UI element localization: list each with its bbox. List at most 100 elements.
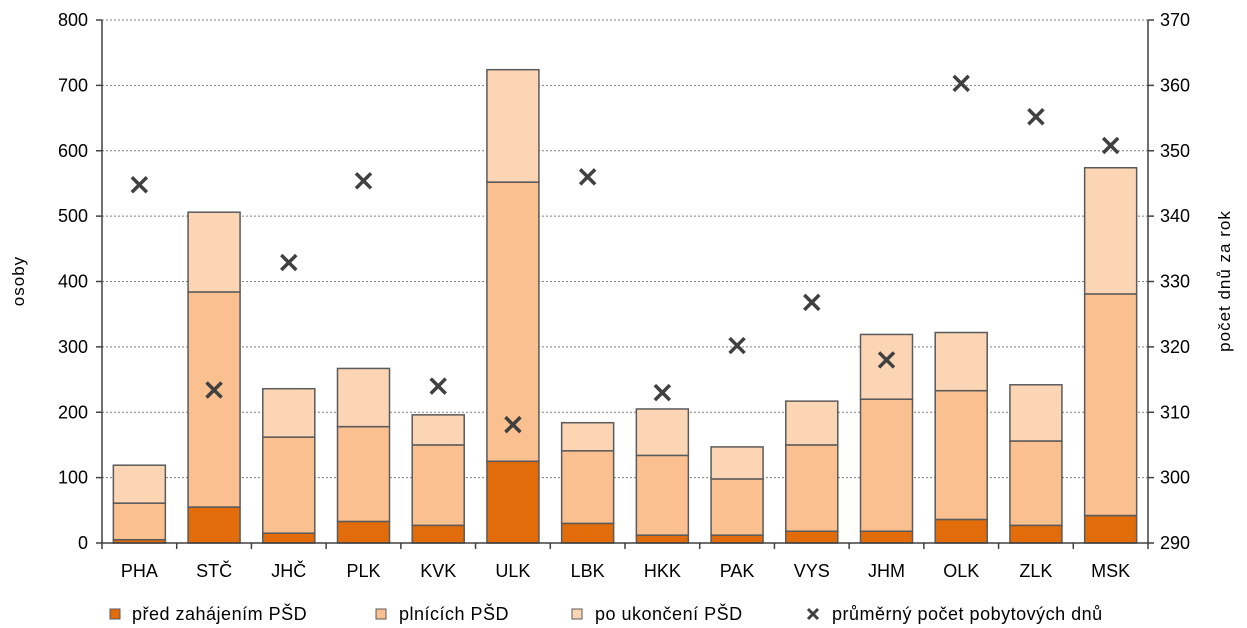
x-tick-label: KVK <box>420 561 456 581</box>
bar-before-pshd <box>710 534 764 544</box>
bar-during-pshd <box>411 444 465 527</box>
avg-days-marker <box>504 415 522 434</box>
legend-swatch-before <box>109 608 121 620</box>
avg-days-marker <box>952 74 970 93</box>
avg-days-marker <box>578 168 597 186</box>
x-tick-label: ULK <box>495 561 530 581</box>
bar-during-pshd <box>934 389 988 521</box>
y-axis-title: osoby <box>9 256 28 306</box>
x-tick-label: PHA <box>121 561 158 581</box>
x-tick-label: ZLK <box>1019 561 1052 581</box>
y2-tick-label: 310 <box>1160 402 1190 422</box>
bar-during-pshd <box>635 454 690 536</box>
y-tick-label: 800 <box>58 10 88 30</box>
marker-stroke <box>1101 136 1120 155</box>
avg-days-marker <box>877 351 896 369</box>
x-tick-label: VYS <box>794 561 830 581</box>
bar-before-pshd <box>411 524 465 544</box>
bar-before-pshd <box>262 532 316 544</box>
avg-days-marker <box>354 172 373 190</box>
bar-during-pshd <box>710 478 764 536</box>
avg-days-marker <box>803 293 821 312</box>
bar-before-pshd <box>336 520 391 544</box>
bar-during-pshd <box>112 502 167 541</box>
marker-stroke <box>354 172 373 190</box>
x-tick-label: HKK <box>644 561 681 581</box>
bar-before-pshd <box>187 506 241 544</box>
x-tick-label: PLK <box>346 561 380 581</box>
bar-after-pshd <box>486 68 540 183</box>
marker-stroke <box>803 293 821 312</box>
legend-label-after: po ukončení PŠD <box>595 603 743 624</box>
legend-label-before: před zahájením PŠD <box>132 603 307 624</box>
bar-during-pshd <box>560 450 615 525</box>
legend-label-avg-days: průměrný počet pobytových dnů <box>832 604 1103 624</box>
bar-before-pshd <box>934 518 988 544</box>
y2-axis-title: počet dnů za rok <box>1215 210 1234 352</box>
x-tick-label: MSK <box>1091 561 1130 581</box>
x-tick-label: JHČ <box>271 560 306 581</box>
x-tick-label: LBK <box>571 561 605 581</box>
bar-before-pshd <box>1083 514 1138 544</box>
bar-after-pshd <box>859 333 914 400</box>
y-tick-label: 500 <box>58 206 88 226</box>
y2-tick-label: 300 <box>1160 468 1190 488</box>
y2-tick-labels: 290 300 310 320 330 340 350 360 370 <box>1160 10 1190 553</box>
avg-days-marker <box>653 383 672 402</box>
bar-after-pshd <box>336 367 391 428</box>
x-tick-label: STČ <box>196 560 232 581</box>
avg-days-marker <box>728 336 746 355</box>
bar-after-pshd <box>112 464 167 504</box>
x-tick-label: JHM <box>868 561 905 581</box>
avg-days-marker <box>280 253 298 272</box>
y-tick-label: 100 <box>58 468 88 488</box>
y2-tick-label: 330 <box>1160 272 1190 292</box>
x-tick-labels: PHA STČ JHČ PLK KVK ULK LBK HKK PAK VYS JHM OLK ZLK M… <box>121 560 1130 581</box>
bar-after-pshd <box>710 446 764 480</box>
bar-after-pshd <box>785 400 839 446</box>
marker-stroke <box>130 176 149 194</box>
bar-during-pshd <box>486 181 540 463</box>
y-tick-label: 0 <box>78 533 88 553</box>
marker-stroke <box>578 168 597 186</box>
bar-after-pshd <box>1009 384 1063 442</box>
avg-days-marker <box>1027 108 1045 126</box>
marker-stroke <box>653 383 672 402</box>
gridlines <box>102 19 1148 479</box>
bar-before-pshd <box>635 534 690 544</box>
marker-stroke <box>280 253 298 272</box>
bar-after-pshd <box>187 211 241 293</box>
bar-during-pshd <box>859 398 914 532</box>
y-tick-label: 200 <box>58 402 88 422</box>
bar-after-pshd <box>1083 166 1138 295</box>
bar-before-pshd <box>785 530 839 544</box>
y2-tick-label: 350 <box>1160 141 1190 161</box>
avg-days-marker <box>429 377 447 395</box>
bar-after-pshd <box>934 331 988 392</box>
marker-stroke <box>728 336 746 355</box>
marker-stroke <box>877 351 896 369</box>
bar-during-pshd <box>785 444 839 532</box>
legend-swatch-after <box>571 608 583 620</box>
bar-before-pshd <box>560 522 615 544</box>
y2-tick-label: 360 <box>1160 75 1190 95</box>
bar-during-pshd <box>187 291 241 508</box>
legend-label-during: plnících PŠD <box>399 603 509 624</box>
bar-after-pshd <box>560 421 615 452</box>
legend-marker-x-icon <box>806 607 820 621</box>
avg-days-marker <box>130 176 149 194</box>
bar-before-pshd <box>859 530 914 544</box>
marker-stroke <box>504 415 522 434</box>
axes <box>96 19 1154 549</box>
x-tick-label: PAK <box>720 561 755 581</box>
y-tick-label: 600 <box>58 141 88 161</box>
y2-tick-label: 320 <box>1160 337 1190 357</box>
y-tick-labels: 0 100 200 300 400 500 600 700 800 <box>58 10 88 553</box>
x-tick-label: OLK <box>943 561 979 581</box>
bar-during-pshd <box>1083 293 1138 517</box>
y-tick-label: 300 <box>58 337 88 357</box>
markers <box>130 74 1120 434</box>
bar-after-pshd <box>411 414 465 446</box>
y2-tick-label: 290 <box>1160 533 1190 553</box>
